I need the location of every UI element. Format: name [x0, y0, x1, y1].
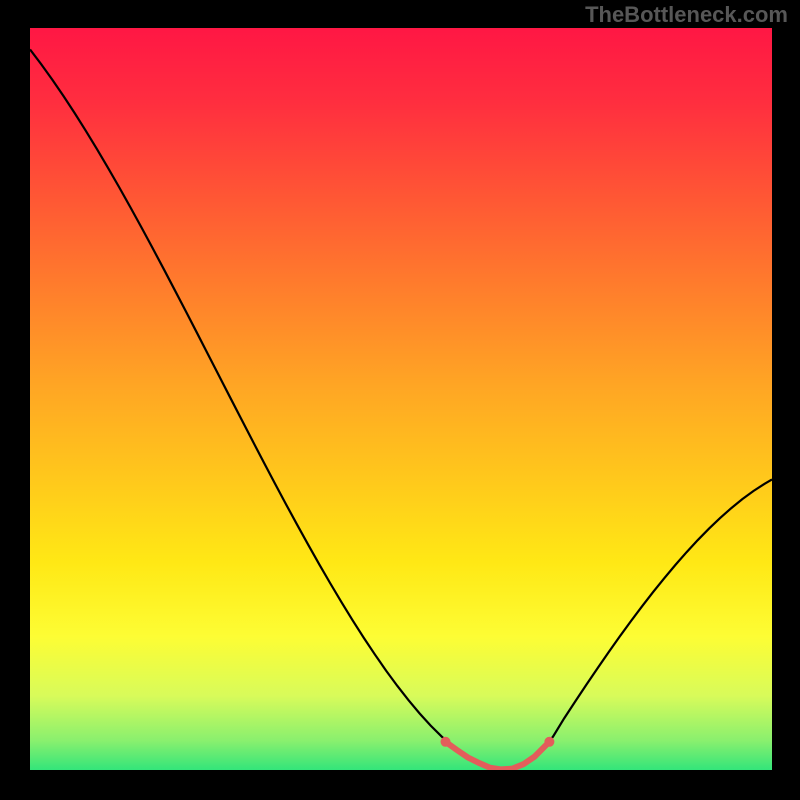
highlight-endpoint-end — [544, 737, 554, 747]
highlight-endpoint-start — [441, 737, 451, 747]
highlight-segment — [446, 742, 550, 770]
watermark-text: TheBottleneck.com — [585, 2, 788, 28]
chart-plot-area — [30, 28, 772, 770]
main-curve — [30, 49, 772, 769]
chart-curve-layer — [30, 28, 772, 770]
